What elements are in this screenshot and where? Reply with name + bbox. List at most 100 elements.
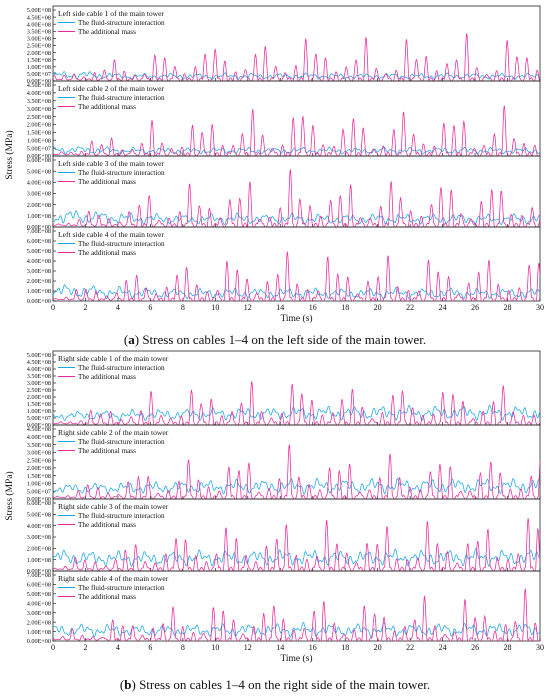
x-tick-label: 0 bbox=[51, 303, 55, 312]
series-line-additional-mass bbox=[53, 444, 540, 499]
legend-label: The additional mass bbox=[78, 521, 136, 529]
y-tick-label: 2.50E+08 bbox=[27, 43, 51, 50]
x-tick-label: 30 bbox=[536, 643, 544, 652]
legend-label: The fluid-structure interaction bbox=[78, 438, 165, 446]
y-tick-label: 0.00E+00 bbox=[27, 638, 51, 645]
y-tick-label: 1.00E+08 bbox=[27, 481, 51, 488]
x-tick-label: 30 bbox=[536, 303, 544, 312]
legend-label: The additional mass bbox=[78, 373, 136, 381]
y-tick-label: 1.00E+08 bbox=[27, 629, 51, 636]
legend-label: The additional mass bbox=[78, 28, 136, 36]
y-tick-label: 2.00E+08 bbox=[27, 202, 51, 209]
x-tick-label: 22 bbox=[406, 303, 414, 312]
y-tick-label: 7.00E+08 bbox=[27, 228, 51, 235]
y-tick-label: 2.50E+08 bbox=[27, 387, 51, 394]
y-tick-label: 3.00E+08 bbox=[27, 106, 51, 113]
y-tick-label: 2.00E+08 bbox=[27, 278, 51, 285]
series-line-additional-mass bbox=[53, 381, 540, 425]
x-tick-label: 6 bbox=[148, 303, 152, 312]
y-tick-label: 3.00E+08 bbox=[27, 534, 51, 541]
x-tick-label: 22 bbox=[406, 643, 414, 652]
y-tick-label: 3.50E+08 bbox=[27, 373, 51, 380]
caption-a-text: Stress on cables 1–4 on the left side of… bbox=[139, 332, 427, 347]
y-tick-label: 0.00E+00 bbox=[27, 568, 51, 575]
x-tick-label: 8 bbox=[181, 303, 185, 312]
series-line-fluid-structure bbox=[53, 622, 540, 638]
x-tick-label: 26 bbox=[471, 643, 479, 652]
x-tick-label: 28 bbox=[504, 643, 512, 652]
y-tick-label: 2.50E+08 bbox=[27, 114, 51, 121]
x-tick-label: 14 bbox=[276, 303, 284, 312]
series-line-fluid-structure bbox=[53, 404, 540, 422]
caption-b: (b) Stress on cables 1–4 on the right si… bbox=[119, 677, 431, 692]
y-tick-label: 5.00E+08 bbox=[27, 352, 51, 359]
x-tick-label: 24 bbox=[439, 643, 447, 652]
x-tick-label: 4 bbox=[116, 643, 120, 652]
x-tick-label: 18 bbox=[341, 643, 349, 652]
x-tick-label: 12 bbox=[244, 643, 252, 652]
legend-label: The fluid-structure interaction bbox=[78, 19, 165, 27]
subplot-title: Right side cable 4 of the main tower bbox=[58, 574, 169, 583]
y-tick-label: 4.00E+08 bbox=[27, 366, 51, 373]
x-tick-label: 28 bbox=[504, 303, 512, 312]
y-tick-label: 4.00E+08 bbox=[27, 90, 51, 97]
legend-label: The fluid-structure interaction bbox=[78, 364, 165, 372]
panel-a-subplot-2: 0.00E+005.00E+071.00E+081.50E+082.00E+08… bbox=[27, 80, 541, 160]
y-tick-label: 0.00E+00 bbox=[27, 153, 51, 160]
y-tick-label: 5.00E+08 bbox=[27, 512, 51, 519]
y-tick-label: 1.00E+08 bbox=[27, 64, 51, 71]
y-tick-label: 1.00E+08 bbox=[27, 213, 51, 220]
legend-label: The additional mass bbox=[78, 593, 136, 601]
y-tick-label: 2.00E+08 bbox=[27, 546, 51, 553]
y-tick-label: 4.00E+08 bbox=[27, 21, 51, 28]
y-tick-label: 5.00E+08 bbox=[27, 248, 51, 255]
y-tick-label: 1.00E+08 bbox=[27, 137, 51, 144]
subplot-title: Left side cable 2 of the main tower bbox=[58, 84, 165, 93]
caption-b-text: Stress on cables 1–4 on the right side o… bbox=[135, 677, 431, 692]
legend-label: The fluid-structure interaction bbox=[78, 512, 165, 520]
legend-label: The fluid-structure interaction bbox=[78, 584, 165, 592]
y-tick-label: 3.50E+08 bbox=[27, 98, 51, 105]
y-tick-label: 0.00E+00 bbox=[27, 422, 51, 429]
series-line-additional-mass bbox=[53, 517, 540, 571]
x-tick-label: 0 bbox=[51, 643, 55, 652]
y-tick-label: 1.50E+08 bbox=[27, 473, 51, 480]
y-tick-label: 4.50E+08 bbox=[27, 82, 51, 89]
legend-label: The additional mass bbox=[78, 103, 136, 111]
x-tick-label: 16 bbox=[309, 303, 317, 312]
x-tick-label: 12 bbox=[244, 303, 252, 312]
panel-b-subplot-2: 0.00E+005.00E+071.00E+081.50E+082.00E+08… bbox=[27, 424, 541, 503]
y-tick-label: 3.00E+08 bbox=[27, 380, 51, 387]
legend-label: The additional mass bbox=[78, 178, 136, 186]
series-line-fluid-structure bbox=[53, 284, 540, 300]
y-tick-label: 1.50E+08 bbox=[27, 130, 51, 137]
subplot-title: Left side cable 1 of the main tower bbox=[58, 9, 165, 18]
y-tick-label: 1.00E+08 bbox=[27, 288, 51, 295]
y-axis-label: Stress (MPa) bbox=[4, 471, 15, 520]
legend-label: The additional mass bbox=[78, 447, 136, 455]
y-tick-label: 5.00E+07 bbox=[27, 488, 51, 495]
caption-a-label: a bbox=[128, 332, 135, 347]
y-tick-label: 0.00E+00 bbox=[27, 496, 51, 503]
y-tick-label: 1.00E+08 bbox=[27, 408, 51, 415]
y-tick-label: 2.00E+08 bbox=[27, 619, 51, 626]
x-tick-label: 2 bbox=[83, 303, 87, 312]
subplot-title: Right side cable 2 of the main tower bbox=[58, 428, 169, 437]
x-tick-label: 2 bbox=[83, 643, 87, 652]
x-tick-label: 8 bbox=[181, 643, 185, 652]
y-tick-label: 0.00E+00 bbox=[27, 78, 51, 85]
series-line-fluid-structure bbox=[53, 477, 540, 495]
x-tick-label: 20 bbox=[374, 643, 382, 652]
series-line-additional-mass bbox=[53, 588, 540, 641]
y-tick-label: 5.00E+07 bbox=[27, 145, 51, 152]
panel-a-subplot-3: 0.00E+00 1.00E+08 2.00E+08 3.00E+08 4.00E+08… bbox=[27, 155, 541, 231]
y-tick-label: 2.00E+08 bbox=[27, 465, 51, 472]
x-tick-label: 14 bbox=[276, 643, 284, 652]
y-tick-label: 5.00E+08 bbox=[27, 168, 51, 175]
y-tick-label: 4.00E+08 bbox=[27, 600, 51, 607]
series-line-additional-mass bbox=[53, 33, 540, 81]
subplot-title: Left side cable 3 of the main tower bbox=[58, 159, 165, 168]
panel-b-subplot-1: 0.00E+005.00E+071.00E+081.50E+082.00E+08… bbox=[27, 350, 541, 429]
y-tick-label: 1.50E+08 bbox=[27, 401, 51, 408]
panel-b-group: 0.00E+005.00E+071.00E+081.50E+082.00E+08… bbox=[4, 350, 544, 664]
